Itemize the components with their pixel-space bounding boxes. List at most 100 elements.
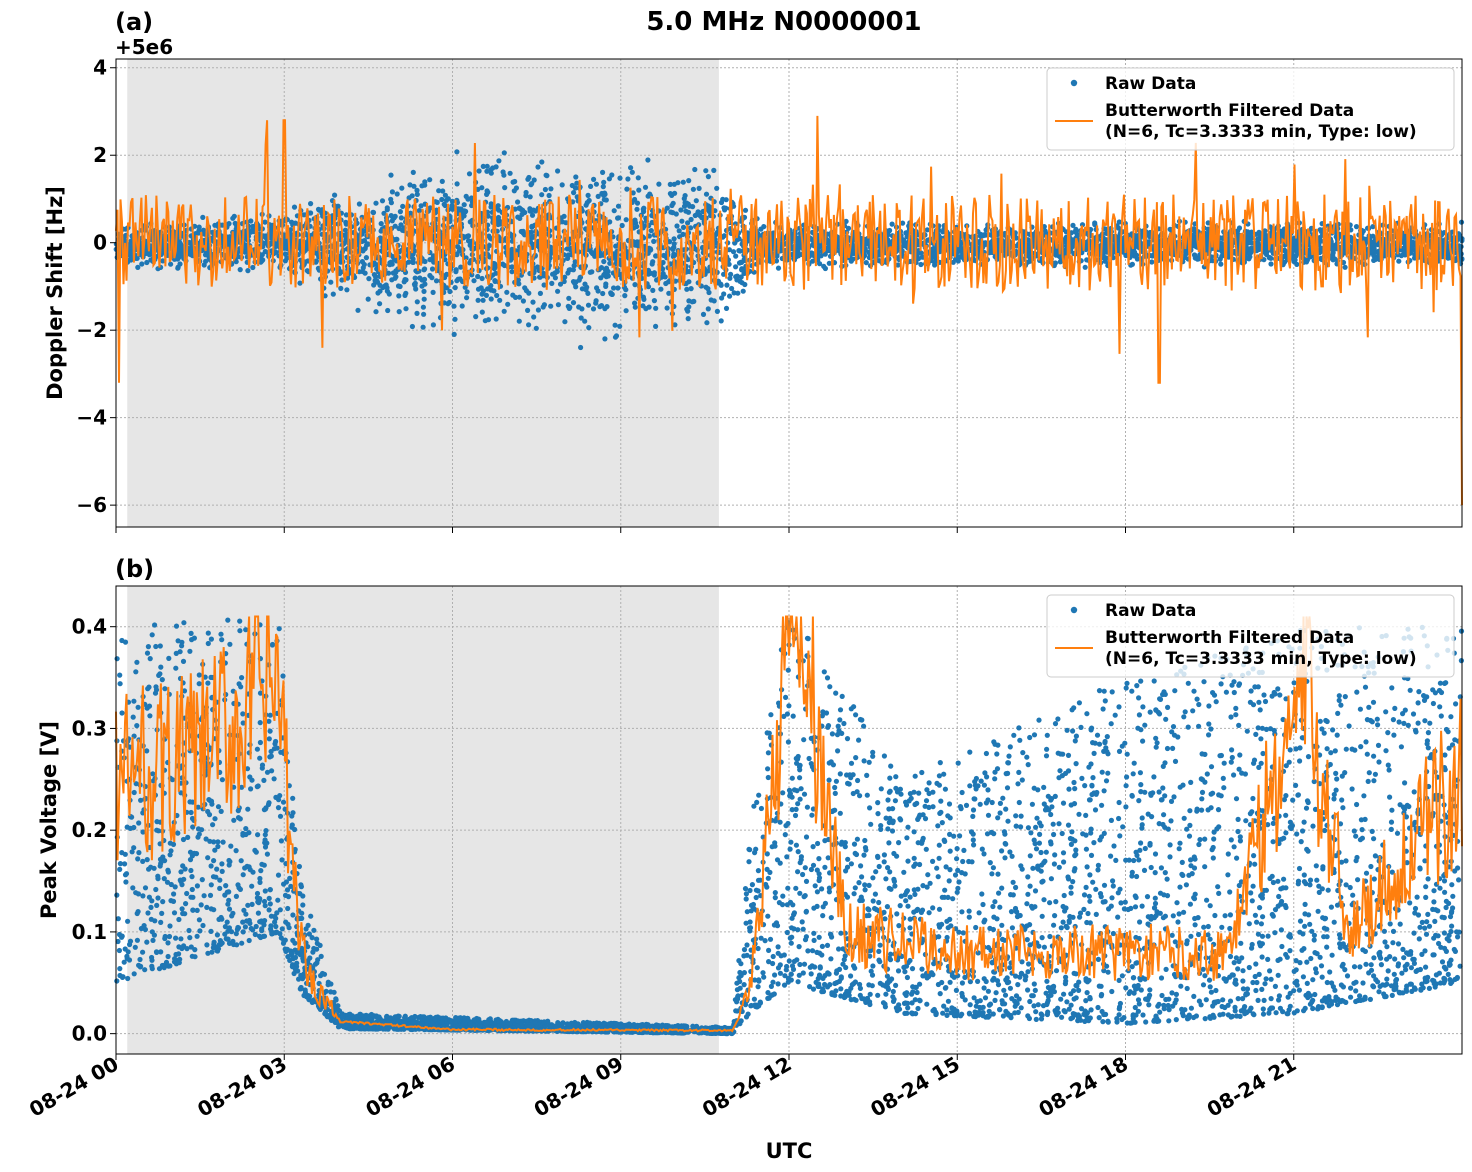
panel-a-raw-point [595,288,601,294]
panel-a-raw-point [482,318,488,324]
panel-a-raw-point [385,307,391,314]
panel-a-raw-point [1129,261,1135,267]
panel-a-raw-point [1353,224,1360,230]
panel-a-raw-point [653,323,659,329]
panel-a-raw-point [573,174,579,180]
panel-a-raw-point [606,176,613,182]
panel-a-raw-point [600,169,606,175]
panel-a-raw-point [887,227,893,234]
panel-a-raw-point [664,305,670,311]
panel-a-raw-point [684,200,690,206]
panel-a-raw-point [635,175,641,181]
figure-title: 5.0 MHz N0000001 [646,7,921,37]
panel-a-raw-point [501,308,507,314]
panel-a-raw-point [642,184,649,190]
panel-a-raw-point [360,265,366,271]
panel-a-raw-point [703,168,709,174]
panel-a-raw-point [681,196,687,202]
panel-a-raw-point [688,286,694,292]
panel-a-raw-point [398,215,404,221]
panel-a-raw-point [475,297,481,303]
panel-a-raw-point [212,222,218,228]
panel-a-raw-point [412,275,418,281]
panel-a-raw-point [602,306,608,312]
panel-a-raw-point [651,270,658,276]
panel-a-raw-point [449,204,455,210]
panel-a-raw-point [821,263,827,269]
panel-a-raw-point [690,186,697,192]
panel-a-raw-point [396,309,402,315]
panel-a-raw-point [531,314,537,320]
panel-a-raw-point [497,297,503,303]
panel-a-label: (a) [115,8,153,36]
panel-a-raw-point [480,288,486,294]
panel-a-raw-point [555,288,561,294]
panel-a-raw-point [344,287,350,293]
panel-a-raw-point [462,209,468,215]
panel-a-raw-point [693,198,699,204]
panel-a-raw-point [636,187,642,193]
panel-a-raw-point [680,224,687,230]
panel-a-raw-point [662,274,668,280]
panel-a-raw-point [629,169,635,175]
panel-a-raw-point [388,200,394,206]
panel-a-raw-point [729,285,735,292]
panel-a-raw-point [516,294,523,300]
panel-a-raw-point [379,198,386,204]
panel-a-raw-point [502,185,508,191]
panel-a-raw-point [479,309,485,315]
panel-a-raw-point [703,191,710,197]
panel-a-raw-point [461,202,467,208]
panel-a-raw-point [570,300,577,306]
panel-a-raw-point [433,278,440,284]
panel-a: (a) +5e6 420−2−4−6 Doppler Shift [Hz] Ra… [43,8,1465,533]
panel-a-raw-point [589,269,595,275]
panel-a-raw-point [445,301,451,307]
panel-a-raw-point [471,278,477,284]
panel-a-raw-point [200,214,206,220]
panel-a-raw-point [723,305,730,311]
panel-a-raw-point [400,203,406,209]
panel-a-raw-point [373,200,379,206]
panel-a-raw-point [603,197,609,203]
panel-a-raw-point [177,261,183,267]
panel-a-raw-point [476,168,482,174]
panel-a-raw-point [330,291,336,297]
panel-a-raw-point [291,204,298,210]
panel-a-raw-point [427,177,433,183]
panel-a-raw-point [365,241,371,247]
panel-a-raw-point [576,304,582,310]
panel-a-raw-point [671,241,677,247]
panel-a-raw-point [454,149,460,155]
panel-a-raw-point [601,258,607,265]
panel-a-raw-point [1026,253,1032,259]
panel-a-raw-point [365,296,371,302]
panel-a-raw-point [688,216,694,223]
panel-a-raw-point [297,280,303,286]
panel-a-raw-point [417,275,423,281]
panel-a-raw-point [139,261,145,267]
panel-a-raw-point [304,268,310,274]
panel-a-raw-point [1330,250,1336,256]
panel-a-raw-point [245,268,251,274]
panel-a-raw-point [523,288,530,294]
panel-a-raw-point [464,289,470,295]
panel-a-raw-point [686,178,692,184]
panel-a-raw-point [845,225,852,231]
panel-a-raw-point [511,188,517,194]
panel-a-raw-point [525,307,531,313]
panel-a-raw-point [526,174,532,181]
panel-a-raw-point [421,296,427,302]
panel-a-raw-point [1245,255,1252,261]
panel-a-raw-point [959,253,965,259]
panel-a-raw-point [230,215,236,221]
panel-a-raw-point [918,261,924,268]
panel-a-raw-point [422,281,428,287]
panel-a-raw-point [590,306,597,312]
panel-a-raw-point [439,196,445,203]
panel-a-raw-point [201,262,207,268]
panel-a-raw-point [493,164,499,170]
panel-a-raw-point [429,275,435,281]
panel-a-raw-point [1398,253,1404,259]
